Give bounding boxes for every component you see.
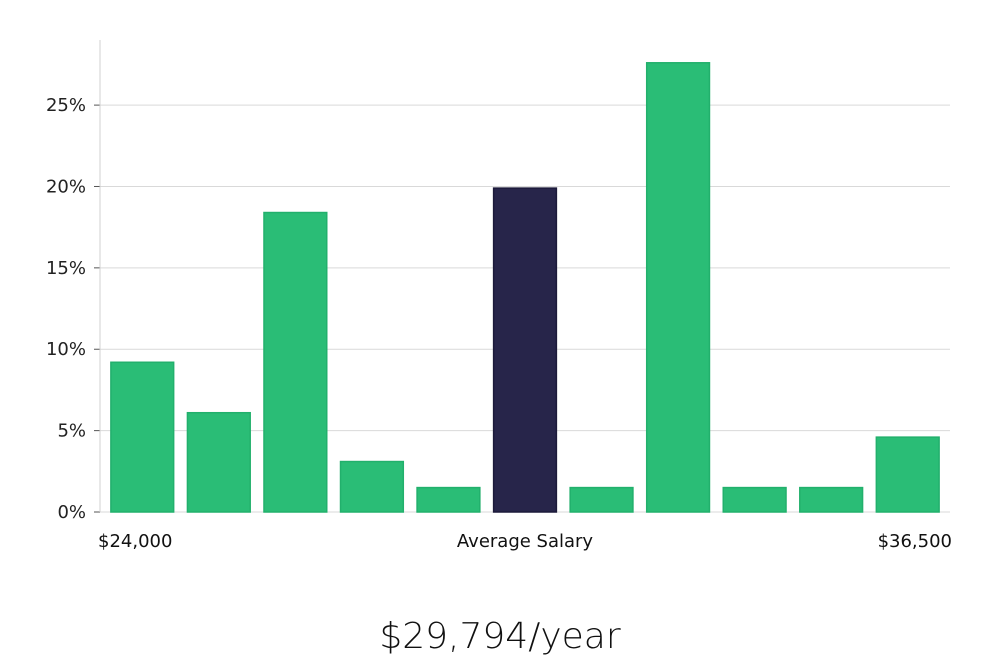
x-label-min: $24,000: [98, 531, 172, 552]
bar-average-salary: [492, 187, 558, 513]
y-tick-label: 10%: [46, 339, 86, 360]
bar: [875, 436, 940, 513]
bar: [339, 460, 405, 513]
x-label-max: $36,500: [878, 531, 952, 552]
bar: [186, 411, 251, 513]
bars-layer: [110, 62, 940, 513]
y-tick-label: 0%: [57, 502, 86, 523]
y-tick-label: 25%: [46, 95, 86, 116]
bar: [263, 211, 328, 513]
bar: [110, 361, 175, 513]
y-tick-label: 20%: [46, 176, 86, 197]
bar: [416, 486, 481, 513]
y-tick-label: 5%: [57, 421, 86, 442]
bar: [799, 486, 864, 513]
bar: [645, 62, 711, 513]
y-tick-label: 15%: [46, 258, 86, 279]
bar: [722, 486, 787, 513]
average-salary-value: $29,794/year: [379, 616, 621, 657]
bar: [569, 486, 634, 513]
y-axis-ticks: 0% 5% 10% 15% 20% 25%: [46, 95, 100, 523]
x-label-average: Average Salary: [457, 531, 594, 552]
